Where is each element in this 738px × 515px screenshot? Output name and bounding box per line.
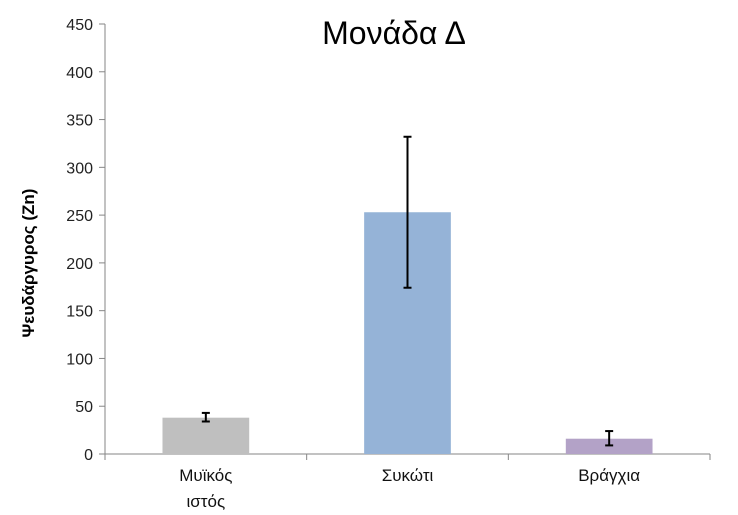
y-tick-label: 300	[66, 160, 93, 177]
y-tick-label: 400	[66, 65, 93, 82]
y-axis-label: Ψευδάργυρος (Zn)	[19, 189, 38, 338]
x-category-label-line: Βράγχια	[578, 466, 640, 485]
x-category-label-line: ιστός	[187, 492, 226, 511]
y-tick-label: 50	[75, 399, 93, 416]
x-category-label-line: Συκώτι	[382, 466, 434, 485]
y-tick-label: 350	[66, 113, 93, 130]
y-tick-label: 450	[66, 17, 93, 34]
x-category-label: Βράγχια	[578, 466, 640, 485]
error-bars	[201, 135, 614, 447]
bar	[162, 417, 250, 454]
y-tick-label: 100	[66, 351, 93, 368]
x-category-labels: Μυϊκός ιστός Συκώτι Βράγχια	[179, 466, 640, 511]
x-category-label: Συκώτι	[382, 466, 434, 485]
y-tick-label: 250	[66, 208, 93, 225]
x-category-label: Μυϊκός ιστός	[179, 466, 232, 511]
y-tick-label: 0	[84, 447, 93, 464]
y-tick-labels: 0 50 100 150 200 250 300 350 400 450	[66, 17, 93, 464]
x-category-label-line: Μυϊκός	[179, 466, 232, 485]
chart-title: Μονάδα Δ	[322, 15, 466, 51]
y-tick-label: 150	[66, 304, 93, 321]
y-tick-label: 200	[66, 256, 93, 273]
